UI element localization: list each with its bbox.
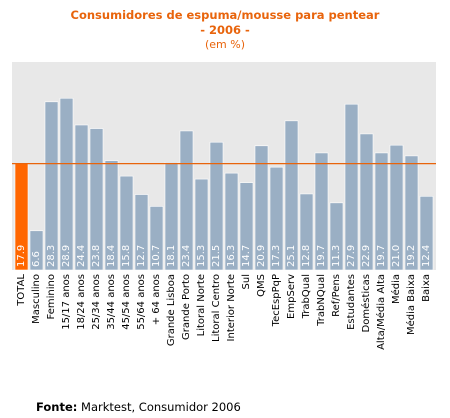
- value-label-10: 18.1: [166, 245, 177, 267]
- value-label-3: 28.9: [61, 245, 72, 267]
- bar-1: [29, 230, 44, 271]
- bar-13: [209, 141, 224, 271]
- category-label-15: Sul: [241, 274, 252, 289]
- bar-19: [299, 193, 314, 271]
- bar-9: [149, 206, 164, 271]
- chart-unit-note: (em %): [204, 38, 245, 51]
- value-label-24: 19.7: [376, 245, 387, 267]
- category-label-23: Domésticas: [360, 274, 372, 332]
- bar-14: [224, 172, 239, 271]
- chart-subtitle: - 2006 -: [200, 23, 250, 37]
- category-label-11: Grande Porto: [181, 274, 192, 340]
- value-label-5: 23.8: [91, 245, 102, 267]
- value-label-14: 16.3: [226, 245, 237, 267]
- category-label-0: TOTAL: [16, 274, 27, 307]
- category-label-8: 55/64 anos: [136, 274, 147, 330]
- bar-23: [359, 133, 374, 271]
- category-label-21: Ref/Pens: [331, 274, 342, 317]
- bar-12: [194, 178, 209, 271]
- value-label-13: 21.5: [211, 245, 222, 267]
- value-label-16: 20.9: [256, 245, 267, 267]
- bar-6: [104, 160, 119, 271]
- value-label-11: 23.4: [181, 245, 192, 267]
- bar-26: [404, 155, 419, 271]
- bar-24: [374, 152, 389, 271]
- bar-22: [344, 103, 359, 271]
- category-label-17: TecEspPqP: [271, 274, 282, 327]
- value-label-18: 25.1: [286, 245, 297, 267]
- bar-11: [179, 130, 194, 271]
- category-label-3: 15/17 anos: [61, 274, 72, 330]
- category-label-22: Estudantes: [346, 274, 357, 330]
- category-label-7: 45/54 anos: [121, 274, 132, 330]
- category-label-18: EmpServ: [286, 274, 297, 319]
- source-text: Marktest, Consumidor 2006: [81, 400, 241, 414]
- value-label-4: 24.4: [76, 245, 87, 267]
- category-label-26: Média Baixa: [405, 274, 417, 335]
- category-label-2: Feminino: [46, 274, 57, 319]
- category-label-6: 35/44 anos: [106, 274, 117, 330]
- bar-15: [239, 182, 254, 271]
- value-label-22: 27.9: [346, 245, 357, 267]
- category-label-27: Baixa: [421, 274, 432, 302]
- value-label-23: 22.9: [361, 245, 372, 267]
- value-label-27: 12.4: [421, 245, 432, 267]
- category-label-20: TrabNQual: [316, 274, 327, 327]
- bar-4: [74, 124, 89, 271]
- source-label: Fonte:: [36, 400, 78, 414]
- category-label-16: QMS: [256, 274, 267, 297]
- bar-21: [329, 202, 344, 271]
- bar-20: [314, 152, 329, 271]
- value-label-0: 17.9: [16, 245, 27, 267]
- value-label-20: 19.7: [316, 245, 327, 267]
- value-label-6: 18.4: [106, 245, 117, 267]
- bar-16: [254, 145, 269, 271]
- category-label-9: + 64 anos: [151, 274, 162, 325]
- value-label-8: 12.7: [136, 245, 147, 267]
- bar-8: [134, 194, 149, 271]
- category-label-4: 18/24 anos: [76, 274, 87, 330]
- category-label-25: Média: [390, 274, 402, 304]
- bar-25: [389, 144, 404, 271]
- bar-27: [419, 196, 434, 271]
- category-label-12: Litoral Norte: [196, 274, 207, 336]
- bar-18: [284, 120, 299, 271]
- category-label-14: Interior Norte: [226, 274, 237, 341]
- value-label-7: 15.8: [121, 245, 132, 267]
- value-label-17: 17.3: [271, 245, 282, 267]
- bar-17: [269, 166, 284, 271]
- value-label-19: 12.8: [301, 245, 312, 267]
- bar-2: [44, 101, 59, 271]
- value-label-15: 14.7: [241, 245, 252, 267]
- value-label-2: 28.3: [46, 245, 57, 267]
- category-label-1: Masculino: [31, 274, 42, 324]
- value-label-12: 15.3: [196, 245, 207, 267]
- source-note: Fonte: Marktest, Consumidor 2006: [36, 400, 241, 414]
- value-label-21: 11.3: [331, 245, 342, 267]
- value-label-9: 10.7: [151, 245, 162, 267]
- bar-3: [59, 97, 74, 271]
- category-label-13: Litoral Centro: [211, 274, 222, 342]
- chart-title: Consumidores de espuma/mousse para pente…: [70, 8, 380, 22]
- category-label-10: Grande Lisboa: [166, 274, 177, 346]
- chart-title-block: Consumidores de espuma/mousse para pente…: [0, 8, 450, 52]
- bar-7: [119, 175, 134, 271]
- bar-10: [164, 162, 179, 271]
- value-label-25: 21.0: [391, 245, 402, 267]
- category-label-24: Alta/Média Alta: [375, 274, 387, 350]
- value-label-26: 19.2: [406, 245, 417, 267]
- category-label-19: TrabQual: [301, 274, 312, 319]
- category-label-5: 25/34 anos: [91, 274, 102, 330]
- value-label-1: 6.6: [31, 251, 42, 267]
